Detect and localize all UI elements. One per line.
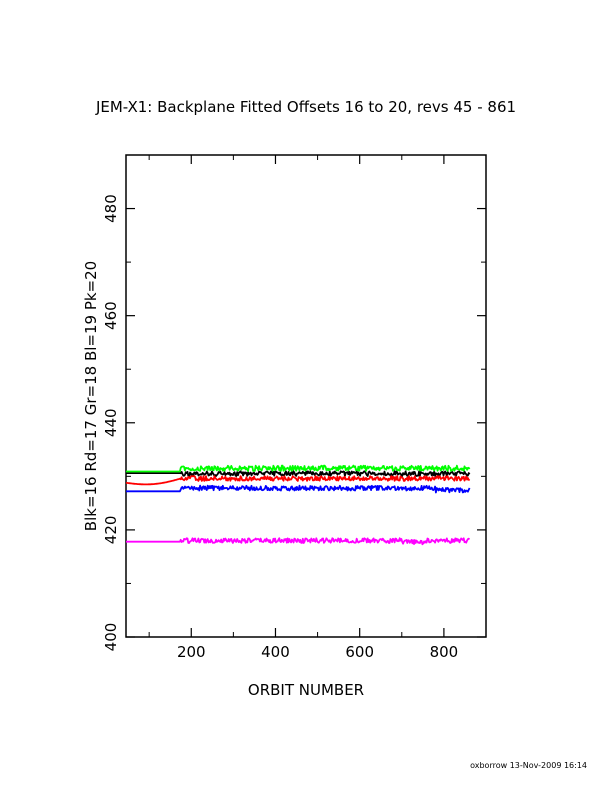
series-line bbox=[125, 464, 471, 473]
series-line bbox=[125, 537, 470, 546]
plot-frame bbox=[125, 154, 487, 638]
x-tick-label: 400 bbox=[261, 643, 290, 661]
x-tick-label: 600 bbox=[345, 643, 374, 661]
footer-credit: oxborrow 13-Nov-2009 16:14 bbox=[470, 761, 587, 770]
y-axis-label: Blk=16 Rd=17 Gr=18 Bl=19 Pk=20 bbox=[82, 261, 100, 531]
x-tick-label: 800 bbox=[430, 643, 459, 661]
x-axis-label: ORBIT NUMBER bbox=[248, 681, 364, 699]
tick-layer: 200 400 600 800 400 420 440 460 480 bbox=[102, 155, 486, 661]
x-tick-label: 200 bbox=[177, 643, 206, 661]
chart-title: JEM-X1: Backplane Fitted Offsets 16 to 2… bbox=[95, 98, 516, 116]
y-tick-label: 460 bbox=[102, 301, 120, 330]
y-tick-label: 400 bbox=[102, 623, 120, 652]
series-line bbox=[125, 475, 471, 486]
series-layer bbox=[125, 464, 471, 546]
series-line bbox=[125, 484, 471, 494]
series-line bbox=[125, 470, 471, 478]
y-tick-label: 440 bbox=[102, 408, 120, 437]
y-tick-label: 420 bbox=[102, 516, 120, 545]
y-tick-label: 480 bbox=[102, 194, 120, 223]
